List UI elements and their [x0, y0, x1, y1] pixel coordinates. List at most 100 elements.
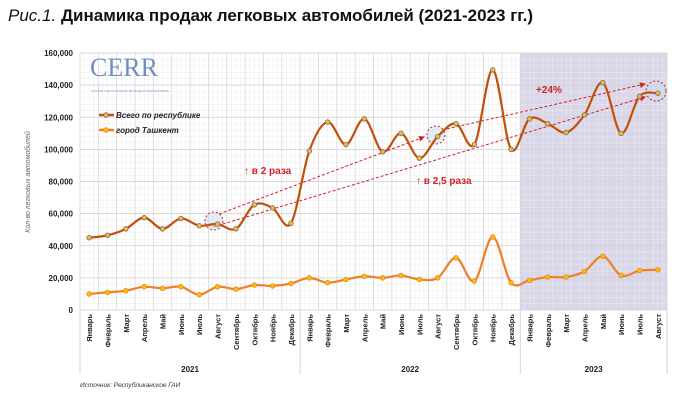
annotation-2x: ↑ в 2 раза	[244, 166, 292, 177]
x-tick-label: Январь	[305, 314, 314, 342]
legend-label-republic: Всего по республике	[116, 111, 201, 120]
y-tick-label: 40,000	[49, 242, 74, 251]
x-tick-label: Июнь	[617, 314, 626, 335]
x-tick-label: Май	[379, 314, 388, 330]
legend-marker-tashkent	[103, 127, 109, 133]
x-tick-label: Декабрь	[507, 314, 516, 346]
y-tick-label: 120,000	[44, 113, 73, 122]
x-tick-label: Сентябрь	[232, 314, 241, 350]
data-point-republic	[471, 141, 478, 148]
y-tick-label: 0	[69, 306, 74, 315]
x-tick-label: Май	[599, 314, 608, 330]
year-label: 2022	[401, 365, 419, 374]
chart-title: Рис.1. Динамика продаж легковых автомоби…	[8, 6, 533, 26]
x-tick-label: Январь	[525, 314, 534, 342]
y-axis-label: Кол-во легковых автомобилей	[24, 131, 32, 233]
data-point-republic	[288, 220, 294, 226]
x-tick-label: Июнь	[177, 314, 186, 335]
y-tick-label: 100,000	[44, 145, 73, 154]
data-point-republic	[269, 205, 276, 211]
data-point-republic	[453, 120, 459, 127]
y-tick-label: 60,000	[49, 210, 74, 219]
x-tick-label: Июль	[195, 314, 204, 335]
x-tick-label: Июль	[415, 314, 424, 335]
data-point-republic	[398, 130, 404, 137]
x-tick-label: Ноябрь	[489, 314, 498, 342]
data-point-republic	[104, 232, 111, 239]
x-tick-label: Апрель	[360, 314, 369, 342]
data-point-tashkent	[251, 282, 257, 288]
data-point-tashkent	[306, 275, 312, 281]
x-tick-label: Сентябрь	[452, 314, 461, 350]
data-point-tashkent	[416, 276, 423, 283]
x-tick-label: Август	[654, 314, 663, 339]
data-point-republic	[636, 93, 643, 100]
data-point-tashkent	[343, 276, 349, 283]
data-point-tashkent	[563, 274, 569, 280]
data-point-tashkent	[288, 280, 294, 287]
highlight-circle	[645, 80, 667, 102]
y-tick-label: 20,000	[49, 274, 74, 283]
legend-marker-republic	[103, 112, 109, 118]
data-point-tashkent	[490, 234, 496, 240]
data-point-republic	[416, 155, 423, 161]
data-point-republic	[306, 148, 312, 154]
x-tick-label: Апрель	[580, 314, 589, 342]
highlight-circle	[204, 211, 224, 231]
trend-arrow	[212, 95, 646, 228]
data-point-tashkent	[618, 272, 624, 279]
data-point-republic	[581, 112, 588, 118]
annotation-plus-24: +24%	[536, 85, 562, 96]
x-tick-label: Май	[159, 314, 168, 330]
data-point-republic	[655, 90, 661, 96]
data-point-republic	[141, 214, 147, 221]
data-point-tashkent	[233, 286, 239, 292]
data-point-tashkent	[324, 279, 331, 286]
x-tick-label: Март	[562, 314, 571, 333]
x-tick-label: Февраль	[324, 314, 333, 348]
x-tick-label: Октябрь	[470, 314, 479, 346]
y-tick-label: 160,000	[44, 49, 73, 58]
x-tick-label: Декабрь	[287, 314, 296, 346]
data-point-republic	[178, 215, 184, 222]
x-tick-label: Август	[434, 314, 443, 339]
data-point-tashkent	[398, 272, 404, 279]
x-tick-label: Апрель	[140, 314, 149, 342]
trend-arrow	[218, 135, 425, 215]
data-point-tashkent	[159, 285, 166, 292]
data-point-tashkent	[141, 284, 147, 290]
data-point-tashkent	[86, 291, 92, 297]
logo-text: CERR	[90, 53, 159, 82]
data-point-tashkent	[361, 273, 368, 279]
data-point-tashkent	[471, 278, 478, 284]
data-point-republic	[233, 226, 239, 232]
data-point-tashkent	[104, 289, 111, 296]
title-text: Динамика продаж легковых автомобилей (20…	[60, 6, 534, 25]
data-point-republic	[324, 119, 331, 125]
data-point-republic	[545, 120, 551, 127]
y-tick-label: 80,000	[49, 178, 74, 187]
data-point-republic	[490, 67, 496, 73]
x-tick-label: Октябрь	[250, 314, 259, 346]
x-tick-label: Февраль	[104, 314, 113, 348]
x-tick-label: Январь	[85, 314, 94, 342]
data-point-republic	[214, 221, 221, 227]
y-tick-label: 140,000	[44, 81, 73, 90]
data-point-republic	[251, 202, 257, 208]
data-point-tashkent	[178, 284, 184, 290]
cerr-logo: CERR CENTER FOR ECONOMIC RESEARCH AND RE…	[90, 53, 169, 93]
data-point-republic	[563, 129, 569, 136]
data-point-republic	[196, 222, 202, 229]
data-point-republic	[86, 235, 92, 241]
data-point-tashkent	[123, 288, 129, 294]
x-tick-label: Ноябрь	[269, 314, 278, 342]
data-point-republic	[526, 116, 533, 122]
figure-number: Рис.1.	[8, 6, 57, 25]
data-point-tashkent	[196, 292, 202, 298]
data-point-tashkent	[636, 267, 643, 274]
data-point-republic	[618, 130, 624, 137]
x-tick-label: Июль	[635, 314, 644, 335]
data-point-tashkent	[526, 277, 533, 283]
x-tick-label: Март	[342, 314, 351, 333]
